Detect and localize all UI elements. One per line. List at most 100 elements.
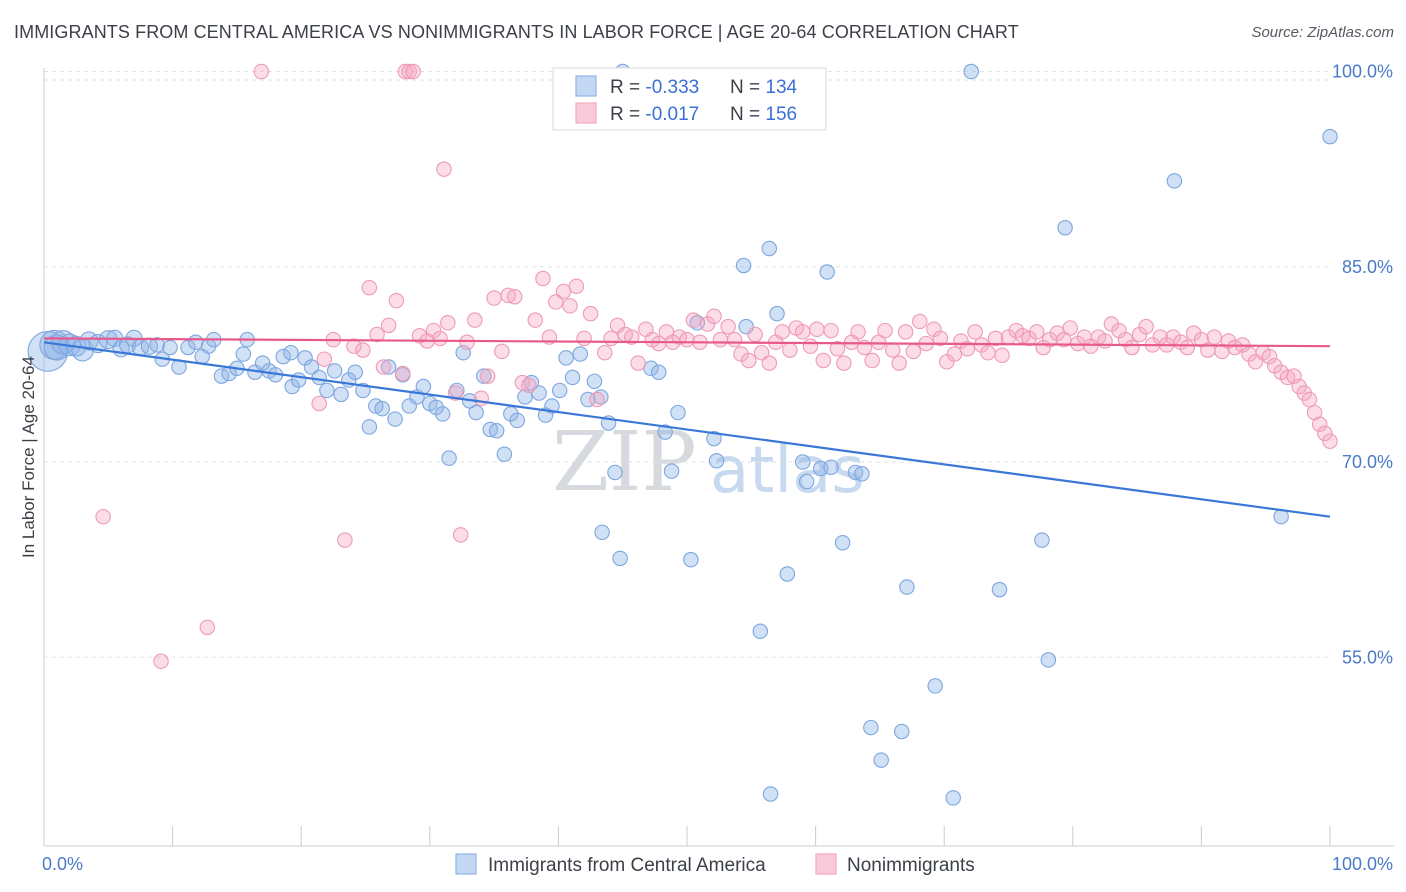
immigrants-point-119 <box>1034 532 1050 548</box>
immigrants-point-34 <box>275 348 291 365</box>
immigrants-point-75 <box>551 382 568 399</box>
immigrants-point-58 <box>434 406 451 422</box>
series-immigrants-points <box>27 63 1338 806</box>
chart-title: IMMIGRANTS FROM CENTRAL AMERICA VS NONIM… <box>14 22 1019 42</box>
immigrants-point-69 <box>509 412 525 429</box>
immigrants-point-72 <box>531 385 547 401</box>
nonimmigrants-point-71 <box>761 355 778 371</box>
bottom-legend-label-nonimmigrants: Nonimmigrants <box>847 855 975 876</box>
nonimmigrants-point-5 <box>316 351 333 367</box>
immigrants-point-16 <box>149 337 165 353</box>
watermark-atlas: atlas <box>710 434 865 508</box>
immigrants-point-92 <box>683 551 699 568</box>
immigrants-point-100 <box>762 786 779 802</box>
immigrants-point-120 <box>1040 652 1057 668</box>
immigrants-point-121 <box>1057 219 1073 236</box>
nonimmigrants-point-4 <box>311 395 327 412</box>
immigrants-point-78 <box>572 346 589 362</box>
immigrants-point-57 <box>428 399 444 416</box>
nonimmigrants-point-3 <box>253 63 270 80</box>
y-tick-label-0: 100.0% <box>1332 62 1393 82</box>
immigrants-point-94 <box>706 430 722 447</box>
nonimmigrants-point-62 <box>699 316 716 332</box>
nonimmigrants-point-8 <box>346 338 362 354</box>
nonimmigrants-point-96 <box>932 330 949 347</box>
nonimmigrants-point-1 <box>153 653 169 669</box>
immigrants-point-67 <box>496 446 513 462</box>
nonimmigrants-point-11 <box>369 326 385 343</box>
nonimmigrants-point-100 <box>959 341 976 357</box>
nonimmigrants-point-44 <box>576 330 592 347</box>
immigrants-point-113 <box>894 723 910 740</box>
series-legend: Immigrants from Central America Nonimmig… <box>455 853 975 876</box>
axes <box>43 68 1394 847</box>
immigrants-point-98 <box>752 623 769 640</box>
nonimmigrants-point-90 <box>891 355 907 371</box>
svg-text:R = -0.017: R = -0.017 <box>610 104 699 125</box>
nonimmigrants-point-77 <box>802 338 819 354</box>
nonimmigrants-point-17 <box>401 63 417 80</box>
immigrants-point-28 <box>235 346 252 362</box>
y-tick-label-3: 55.0% <box>1342 647 1393 667</box>
immigrants-point-91 <box>670 404 686 421</box>
series-nonimmigrants-points <box>95 63 1338 669</box>
immigrants-point-42 <box>326 363 343 379</box>
nonimmigrants-point-68 <box>740 352 757 369</box>
nonimmigrants-point-136 <box>1206 329 1223 345</box>
nonimmigrants-point-65 <box>720 318 736 335</box>
immigrants-point-99 <box>761 240 778 257</box>
legend-n-label-1: N = <box>730 77 765 98</box>
nonimmigrants-point-76 <box>794 324 811 340</box>
nonimmigrants-point-26 <box>452 527 469 543</box>
nonimmigrants-point-63 <box>706 308 722 324</box>
immigrants-point-108 <box>834 534 851 551</box>
immigrants-point-110 <box>854 465 870 482</box>
nonimmigrants-point-51 <box>623 329 640 345</box>
nonimmigrants-point-13 <box>380 317 397 334</box>
immigrants-point-39 <box>303 359 320 375</box>
immigrants-point-101 <box>769 305 785 322</box>
legend-n-label-2: N = <box>730 104 765 125</box>
immigrants-point-66 <box>488 423 505 439</box>
nonimmigrants-point-32 <box>494 343 510 360</box>
nonimmigrants-point-145 <box>1266 357 1283 374</box>
immigrants-point-117 <box>963 63 979 80</box>
immigrants-point-89 <box>657 424 673 440</box>
chart-source: Source: ZipAtlas.com <box>1251 24 1394 41</box>
immigrants-point-55 <box>415 378 432 395</box>
immigrants-point-59 <box>441 450 457 466</box>
nonimmigrants-point-155 <box>1322 433 1338 449</box>
nonimmigrants-point-74 <box>782 342 798 358</box>
immigrants-point-114 <box>899 579 915 595</box>
immigrants-point-84 <box>607 464 623 481</box>
legend-r-label-2: R = <box>610 104 645 125</box>
nonimmigrants-point-59 <box>679 331 695 348</box>
nonimmigrants-point-9 <box>355 342 371 358</box>
nonimmigrants-point-123 <box>1117 331 1134 348</box>
y-tick-label-1: 85.0% <box>1342 257 1393 277</box>
nonimmigrants-point-14 <box>388 292 405 309</box>
immigrants-point-79 <box>580 391 596 408</box>
immigrants-point-116 <box>945 790 961 806</box>
nonimmigrants-point-24 <box>440 315 456 331</box>
immigrants-point-36 <box>284 378 300 395</box>
immigrants-point-80 <box>586 373 603 390</box>
nonimmigrants-point-103 <box>980 344 996 361</box>
nonimmigrants-point-41 <box>555 283 572 300</box>
immigrants-point-122 <box>1166 173 1183 189</box>
trend-lines <box>43 337 1331 518</box>
nonimmigrants-point-80 <box>823 322 839 339</box>
nonimmigrants-point-84 <box>850 324 866 340</box>
nonimmigrants-point-15 <box>395 365 411 382</box>
nonimmigrants-point-64 <box>712 331 729 348</box>
nonimmigrants-point-2 <box>199 619 216 636</box>
nonimmigrants-point-73 <box>774 324 790 340</box>
immigrants-point-71 <box>523 374 540 391</box>
nonimmigrants-point-86 <box>864 352 880 369</box>
nonimmigrants-point-87 <box>870 334 887 351</box>
nonimmigrants-point-46 <box>589 391 605 408</box>
immigrants-point-37 <box>290 372 307 388</box>
nonimmigrants-point-88 <box>877 322 893 339</box>
nonimmigrants-point-114 <box>1056 331 1072 348</box>
immigrants-point-95 <box>708 452 725 469</box>
